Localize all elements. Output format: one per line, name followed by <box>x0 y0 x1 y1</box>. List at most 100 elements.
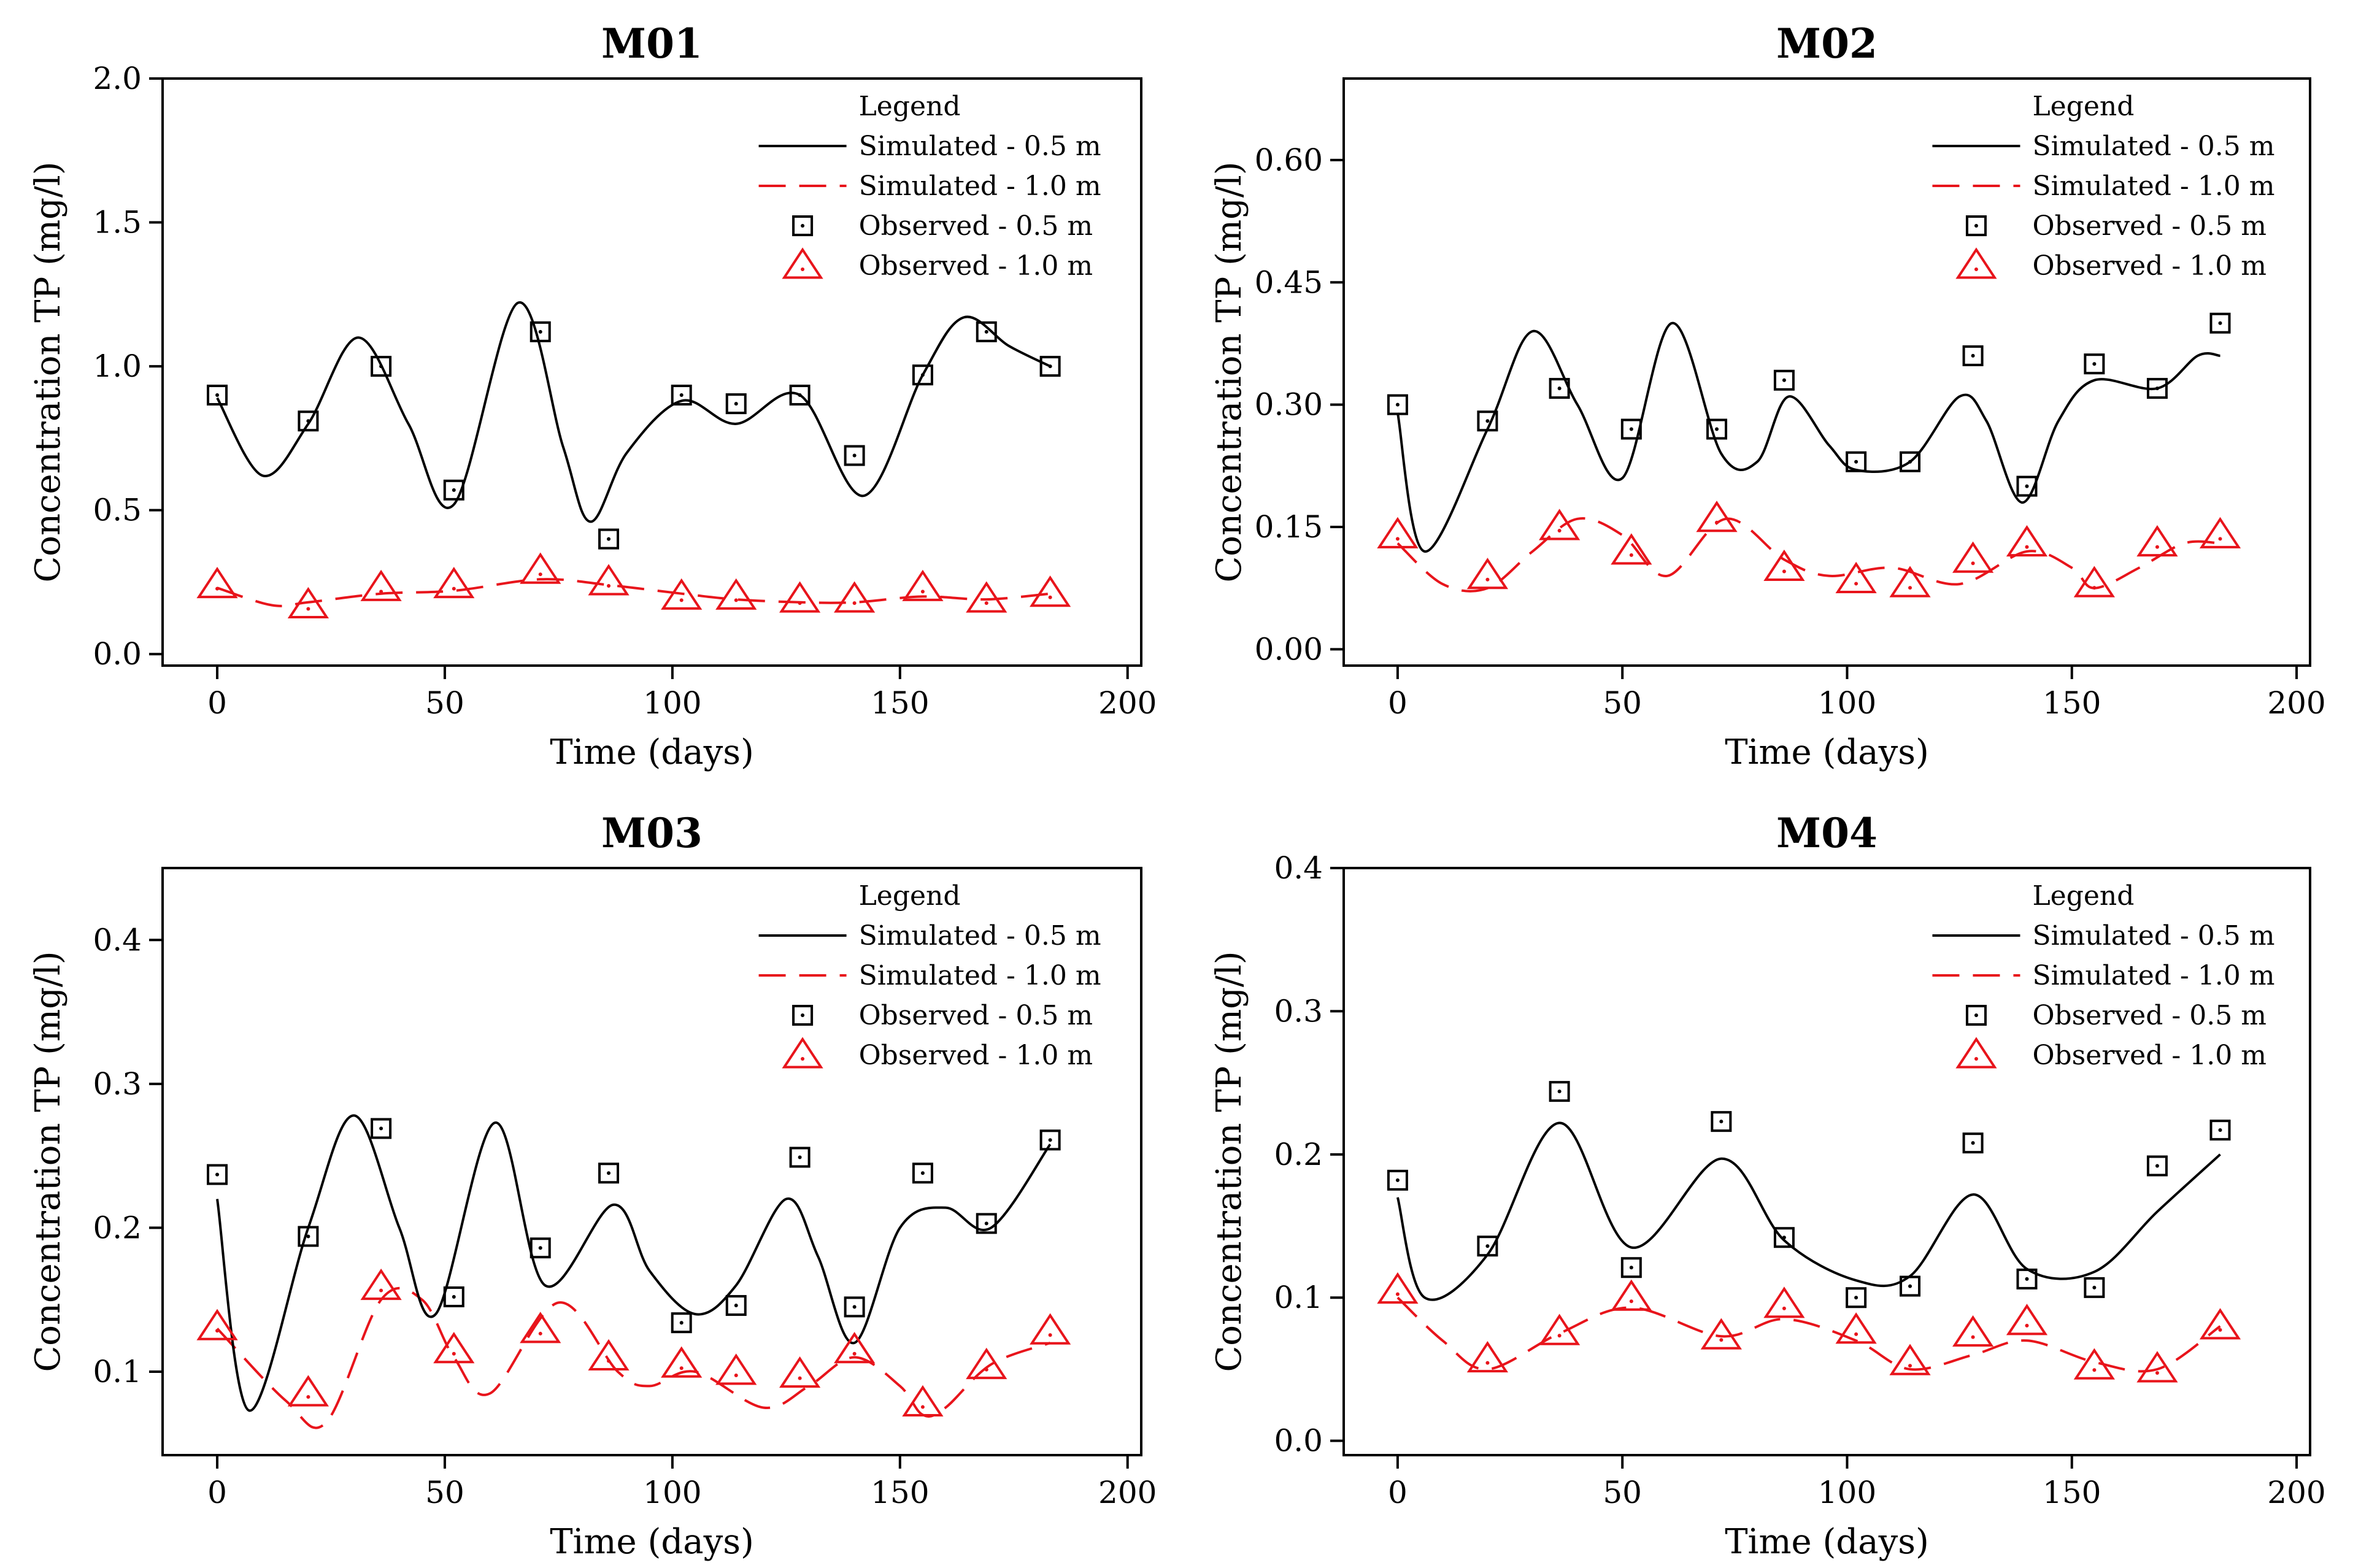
observed-0-5m-point <box>976 321 997 342</box>
observed-1-0m-point <box>1696 501 1738 532</box>
observed-1-0m-point <box>520 552 561 584</box>
observed-1-0m-point <box>715 1353 757 1385</box>
x-tick-label: 0 <box>207 685 227 721</box>
observed-0-5m-point <box>1962 1132 1984 1154</box>
observed-1-0m-point <box>520 1312 561 1343</box>
observed-1-0m-point <box>715 578 757 610</box>
simulated-0-5m-line <box>216 301 1051 523</box>
legend-label: Observed - 0.5 m <box>2032 1000 2266 1031</box>
observed-1-0m-point <box>1539 1313 1581 1345</box>
legend-square-dot <box>801 1013 805 1017</box>
plot-frame <box>161 77 1142 667</box>
legend-label: Observed - 0.5 m <box>859 1000 1093 1031</box>
legend-square-marker <box>792 215 814 236</box>
observed-0-5m-point <box>2084 1277 2105 1298</box>
observed-1-0m-point <box>661 578 703 610</box>
observed-1-0m-point <box>1377 517 1419 548</box>
observed-1-0m-point <box>2199 1308 2241 1340</box>
observed-1-0m-point <box>1539 509 1581 540</box>
x-tick-label: 100 <box>1818 685 1876 721</box>
legend-title: Legend <box>2032 880 2134 912</box>
legend-square-dot <box>801 224 805 228</box>
observed-0-5m-point <box>1900 451 1921 472</box>
observed-0-5m-point <box>2016 475 2038 497</box>
observed-1-0m-point <box>1952 1315 1994 1347</box>
observed-0-5m-point <box>976 1213 997 1234</box>
legend-title: Legend <box>2032 91 2134 122</box>
observed-0-5m-point <box>443 1286 464 1307</box>
legend-label: Simulated - 1.0 m <box>2032 171 2274 202</box>
observed-0-5m-point <box>725 1295 747 1316</box>
legend-square-dot <box>1974 224 1978 228</box>
observed-0-5m-point <box>1039 1129 1061 1151</box>
legend: Legend Simulated - 0.5 m Simulated - 1.0 m… <box>758 880 1101 1071</box>
x-tick-label: 50 <box>1603 1475 1642 1510</box>
legend-title: Legend <box>859 880 961 912</box>
simulated-0-5m-line <box>216 1114 1052 1412</box>
x-axis-label: Time (days) <box>550 1522 754 1562</box>
x-tick-label: 0 <box>207 1475 227 1510</box>
observed-0-5m-point <box>530 1237 551 1259</box>
observed-1-0m-point <box>588 1339 630 1370</box>
simulated-1-0m-line <box>1396 1296 2221 1373</box>
chart-title: M01 <box>601 20 703 67</box>
legend-label: Observed - 1.0 m <box>2032 250 2266 282</box>
observed-0-5m-point <box>1773 1227 1795 1248</box>
observed-0-5m-point <box>298 1226 319 1247</box>
legend-label: Simulated - 1.0 m <box>859 171 1101 202</box>
observed-1-0m-point <box>1952 541 1994 573</box>
observed-0-5m-point <box>2016 1268 2038 1289</box>
y-axis-label: Concentration TP (mg/l) <box>28 161 68 582</box>
x-tick-label: 200 <box>2267 685 2325 721</box>
observed-1-0m-point <box>287 586 329 618</box>
legend-label: Simulated - 1.0 m <box>2032 960 2274 991</box>
chart-title: M04 <box>1776 809 1878 857</box>
legend-label: Simulated - 0.5 m <box>859 920 1101 951</box>
x-tick-label: 200 <box>2267 1475 2325 1510</box>
y-tick-label: 0.3 <box>93 1066 142 1102</box>
x-tick-label: 100 <box>1818 1475 1876 1510</box>
observed-0-5m-point <box>207 385 228 406</box>
legend-square-marker <box>1965 1005 1987 1026</box>
observed-1-0m-point <box>2006 525 2048 557</box>
y-tick-label: 0.2 <box>1274 1137 1323 1172</box>
y-tick-label: 0.0 <box>93 636 142 672</box>
observed-1-0m-point <box>196 1309 238 1340</box>
legend: Legend Simulated - 0.5 m Simulated - 1.0 m… <box>758 91 1101 282</box>
observed-1-0m-point <box>1611 1279 1652 1311</box>
y-tick-label: 0.3 <box>1274 993 1323 1029</box>
y-tick-label: 0.1 <box>93 1354 142 1389</box>
plot-frame <box>161 867 1142 1456</box>
observed-0-5m-point <box>207 1164 228 1185</box>
observed-1-0m-point <box>1377 1272 1419 1304</box>
y-tick-label: 0.0 <box>1274 1423 1323 1459</box>
observed-0-5m-point <box>2146 378 2168 399</box>
observed-1-0m-point <box>1763 1286 1805 1318</box>
observed-0-5m-point <box>1620 1257 1642 1278</box>
y-tick-label: 0.4 <box>1274 850 1323 886</box>
observed-0-5m-point <box>912 1163 933 1184</box>
legend-label: Observed - 0.5 m <box>859 210 1093 242</box>
observed-0-5m-point <box>1549 378 1570 399</box>
observed-0-5m-point <box>1711 1111 1732 1132</box>
observed-0-5m-point <box>1620 418 1642 440</box>
observed-0-5m-point <box>298 410 319 432</box>
legend-triangle-dot <box>1974 1057 1978 1061</box>
observed-0-5m-point <box>1900 1275 1921 1297</box>
observed-0-5m-point <box>530 321 551 342</box>
legend-label: Simulated - 0.5 m <box>859 131 1101 162</box>
observed-1-0m-point <box>433 1332 475 1364</box>
simulated-1-0m-line <box>217 578 1050 607</box>
observed-1-0m-point <box>1700 1318 1742 1350</box>
observed-1-0m-point <box>902 569 944 601</box>
observed-1-0m-point <box>2199 517 2241 548</box>
x-axis-label: Time (days) <box>1725 1522 1929 1562</box>
observed-0-5m-point <box>2209 1120 2231 1141</box>
legend: Legend Simulated - 0.5 m Simulated - 1.0 m… <box>1932 91 2274 282</box>
legend-square-dot <box>1974 1013 1978 1017</box>
x-axis-label: Time (days) <box>1725 732 1929 772</box>
observed-1-0m-point <box>1611 533 1652 565</box>
plot-frame <box>1342 867 2311 1456</box>
x-tick-label: 100 <box>643 1475 701 1510</box>
